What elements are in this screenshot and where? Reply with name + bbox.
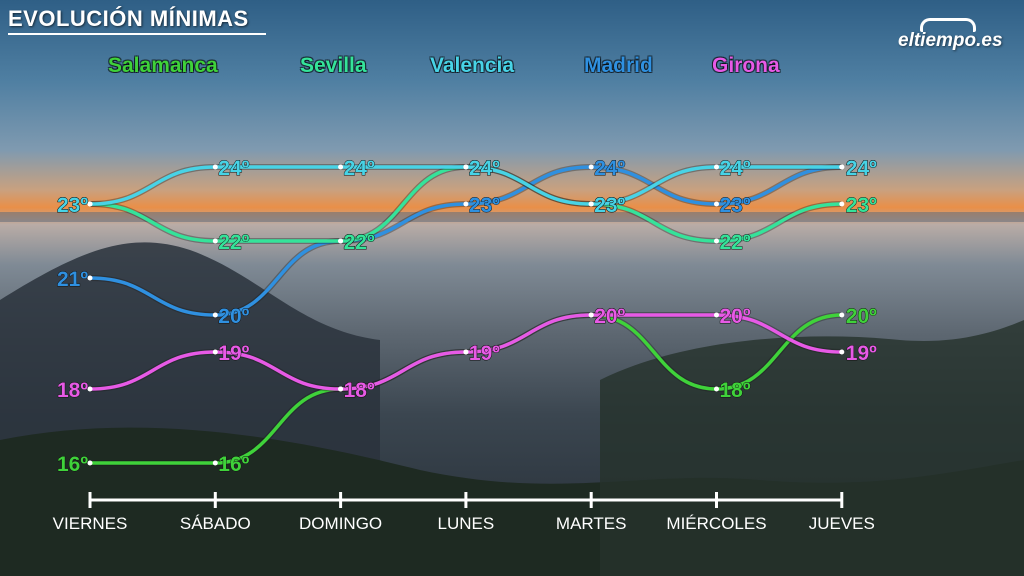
data-point (714, 386, 719, 392)
legend-madrid: Madrid (584, 54, 653, 77)
x-tick-label: MARTES (556, 514, 627, 533)
brand-logo: eltiempo.es (898, 30, 1003, 51)
data-label: 24º (469, 157, 500, 180)
data-label: 22º (218, 231, 249, 254)
data-point (714, 201, 719, 207)
data-point (463, 201, 469, 207)
legend-sevilla: Sevilla (300, 54, 367, 77)
x-tick-label: VIERNES (53, 514, 128, 533)
data-point (714, 312, 719, 318)
x-tick-label: DOMINGO (299, 514, 382, 533)
data-point (87, 386, 93, 392)
data-point (714, 164, 719, 170)
data-label: 18º (344, 379, 375, 402)
data-point (714, 238, 719, 244)
x-tick-label: SÁBADO (180, 514, 251, 533)
data-point (338, 238, 344, 244)
data-label: 19º (469, 342, 500, 365)
data-label: 24º (594, 157, 625, 180)
data-point (839, 164, 845, 170)
legend-valencia: Valencia (430, 54, 515, 77)
x-tick-label: JUEVES (809, 514, 875, 533)
data-label: 23º (594, 194, 625, 217)
data-point (839, 349, 845, 355)
data-label: 18º (720, 379, 751, 402)
data-point (212, 312, 218, 318)
data-point (87, 275, 93, 281)
data-label: 24º (846, 157, 877, 180)
legend-salamanca: Salamanca (108, 54, 218, 77)
data-label: 19º (846, 342, 877, 365)
data-label: 24º (218, 157, 249, 180)
data-label: 20º (594, 305, 625, 328)
data-label: 22º (344, 231, 375, 254)
data-label: 24º (720, 157, 751, 180)
title-underline (8, 33, 266, 35)
data-point (212, 460, 218, 466)
data-label: 16º (218, 453, 249, 476)
data-point (212, 238, 218, 244)
data-point (338, 164, 344, 170)
x-tick-label: LUNES (438, 514, 495, 533)
data-label: 19º (218, 342, 249, 365)
data-point (839, 201, 845, 207)
data-label: 20º (594, 305, 625, 328)
data-point (212, 164, 218, 170)
data-label: 23º (594, 194, 625, 217)
hill-right (600, 320, 1024, 576)
cloud-icon (920, 18, 976, 32)
data-label: 23º (720, 194, 751, 217)
data-point (588, 164, 594, 170)
x-tick-label: MIÉRCOLES (666, 514, 766, 533)
data-label: 24º (469, 157, 500, 180)
data-point (338, 386, 344, 392)
data-point (588, 312, 594, 318)
chart-title: EVOLUCIÓN MÍNIMAS (8, 6, 249, 31)
data-label: 23º (846, 194, 877, 217)
data-point (463, 349, 469, 355)
data-label: 18º (344, 379, 375, 402)
data-label: 21º (57, 268, 88, 291)
data-label: 22º (720, 231, 751, 254)
data-point (463, 164, 469, 170)
data-label: 16º (57, 453, 88, 476)
data-label: 24º (344, 157, 375, 180)
data-label: 23º (57, 194, 88, 217)
data-point (87, 460, 93, 466)
data-point (588, 201, 594, 207)
distant-ridge (0, 212, 1024, 222)
data-label: 20º (218, 305, 249, 328)
data-point (212, 349, 218, 355)
data-point (87, 201, 93, 207)
data-label: 18º (57, 379, 88, 402)
data-label: 19º (469, 342, 500, 365)
data-label: 22º (344, 231, 375, 254)
data-label: 20º (846, 305, 877, 328)
data-point (839, 312, 845, 318)
data-label: 20º (720, 305, 751, 328)
data-label: 24º (846, 157, 877, 180)
data-label: 23º (469, 194, 500, 217)
legend-girona: Girona (712, 54, 780, 77)
data-label: 23º (57, 194, 88, 217)
